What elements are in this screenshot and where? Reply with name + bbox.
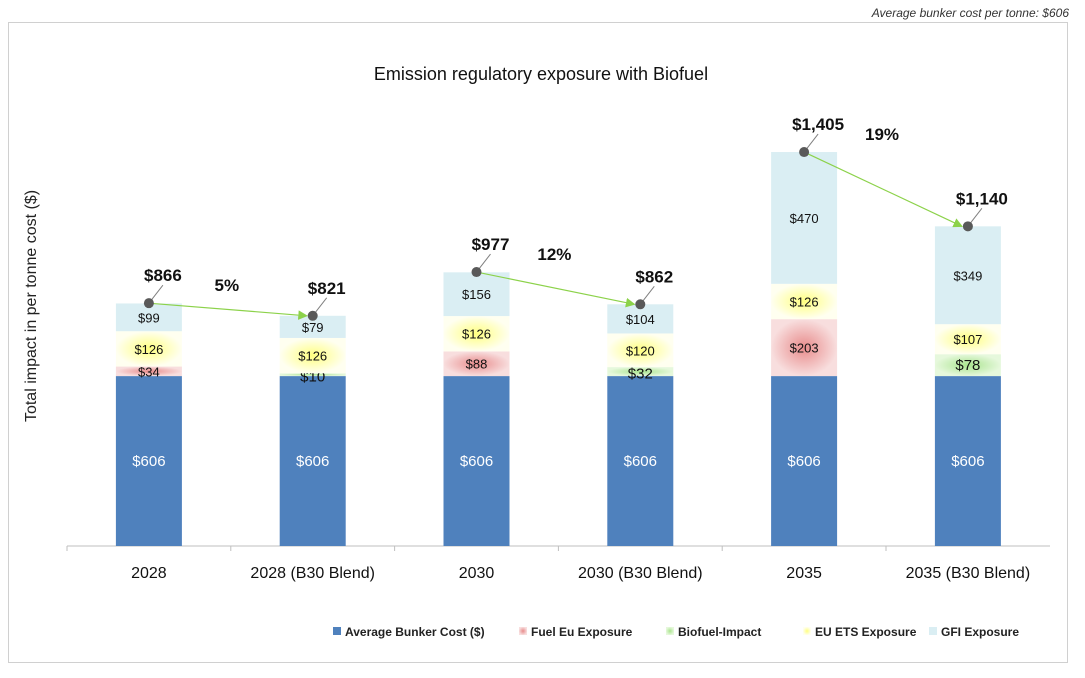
x-tick-label: 2035 (B30 Blend) bbox=[906, 565, 1031, 582]
data-label: $606 bbox=[296, 453, 329, 470]
bar-segment-average-bunker-cost- bbox=[934, 376, 1001, 546]
total-label: $1,140 bbox=[956, 189, 1008, 208]
data-label: $126 bbox=[790, 294, 819, 309]
total-label: $866 bbox=[144, 266, 182, 285]
chart-title: Emission regulatory exposure with Biofue… bbox=[374, 64, 708, 84]
data-label: $32 bbox=[628, 366, 653, 383]
bar-segment-biofuel-impact bbox=[279, 373, 346, 377]
data-label: $79 bbox=[302, 320, 324, 335]
total-marker bbox=[307, 310, 318, 321]
bar-segment-gfi-exposure bbox=[443, 272, 510, 317]
bar-segment-fuel-eu-exposure bbox=[443, 351, 510, 377]
reduction-label: 19% bbox=[865, 125, 899, 144]
bar-segment-eu-ets-exposure bbox=[115, 331, 182, 367]
data-label: $470 bbox=[790, 211, 819, 226]
x-tick-label: 2030 bbox=[459, 565, 495, 582]
data-label: $126 bbox=[298, 349, 327, 364]
total-label: $977 bbox=[472, 235, 510, 254]
data-label: $88 bbox=[466, 357, 488, 372]
legend-label: Biofuel-Impact bbox=[678, 625, 761, 639]
data-label: $104 bbox=[626, 312, 655, 327]
data-label: $126 bbox=[134, 342, 163, 357]
bar-segment-biofuel-impact bbox=[607, 367, 674, 377]
bar-segment-average-bunker-cost- bbox=[279, 376, 346, 546]
bar-segment-eu-ets-exposure bbox=[771, 283, 838, 320]
legend-swatch bbox=[519, 627, 527, 635]
bar-segment-average-bunker-cost- bbox=[607, 376, 674, 546]
total-marker bbox=[962, 221, 973, 232]
x-tick-label: 2028 bbox=[131, 565, 167, 582]
data-label: $156 bbox=[462, 287, 491, 302]
total-label: $821 bbox=[308, 279, 346, 298]
data-label: $606 bbox=[624, 453, 657, 470]
chart-frame bbox=[8, 22, 1068, 663]
data-label: $107 bbox=[953, 332, 982, 347]
data-label: $349 bbox=[953, 268, 982, 283]
bar-segment-fuel-eu-exposure bbox=[771, 319, 838, 377]
data-label: $120 bbox=[626, 343, 655, 358]
total-marker bbox=[635, 299, 646, 310]
reduction-arrow bbox=[148, 302, 308, 320]
bar-segment-eu-ets-exposure bbox=[607, 333, 674, 368]
data-label: $606 bbox=[951, 453, 984, 470]
data-label: $606 bbox=[132, 453, 165, 470]
bar-segment-eu-ets-exposure bbox=[443, 316, 510, 352]
x-tick-label: 2035 bbox=[786, 565, 822, 582]
legend-label: Fuel Eu Exposure bbox=[531, 625, 633, 639]
y-axis-label: Total impact in per tonne cost ($) bbox=[23, 190, 40, 422]
x-tick-label: 2030 (B30 Blend) bbox=[578, 565, 703, 582]
data-label: $203 bbox=[790, 341, 819, 356]
reduction-label: 12% bbox=[537, 245, 571, 264]
legend-swatch bbox=[803, 627, 811, 635]
bar-segment-average-bunker-cost- bbox=[443, 376, 510, 546]
total-marker bbox=[471, 267, 482, 278]
bar-segment-average-bunker-cost- bbox=[115, 376, 182, 546]
reduction-arrow bbox=[476, 271, 636, 308]
legend-label: Average Bunker Cost ($) bbox=[345, 625, 485, 639]
reduction-label: 5% bbox=[215, 276, 240, 295]
legend-swatch bbox=[333, 627, 341, 635]
data-label: $78 bbox=[955, 357, 980, 374]
bar-segment-gfi-exposure bbox=[771, 152, 838, 284]
bar-segment-eu-ets-exposure bbox=[279, 337, 346, 374]
bar-segment-fuel-eu-exposure bbox=[115, 366, 182, 377]
data-label: $99 bbox=[138, 310, 160, 325]
x-tick-label: 2028 (B30 Blend) bbox=[250, 565, 375, 582]
total-label: $1,405 bbox=[792, 115, 844, 134]
data-label: $34 bbox=[138, 364, 160, 379]
bar-segment-average-bunker-cost- bbox=[771, 376, 838, 546]
legend-swatch bbox=[666, 627, 674, 635]
total-marker bbox=[799, 147, 810, 158]
legend-label: EU ETS Exposure bbox=[815, 625, 917, 639]
bunker-cost-note: Average bunker cost per tonne: $606 bbox=[871, 6, 1069, 20]
bar-segment-gfi-exposure bbox=[279, 315, 346, 338]
legend-label: GFI Exposure bbox=[941, 625, 1019, 639]
data-label: $606 bbox=[787, 453, 820, 470]
reduction-arrow bbox=[803, 151, 963, 228]
bar-segment-eu-ets-exposure bbox=[934, 324, 1001, 355]
data-label: $606 bbox=[460, 453, 493, 470]
total-marker bbox=[143, 298, 154, 309]
legend-swatch bbox=[929, 627, 937, 635]
data-label: $126 bbox=[462, 327, 491, 342]
bar-segment-biofuel-impact bbox=[934, 354, 1001, 377]
bar-segment-gfi-exposure bbox=[934, 226, 1001, 325]
total-label: $862 bbox=[635, 267, 673, 286]
